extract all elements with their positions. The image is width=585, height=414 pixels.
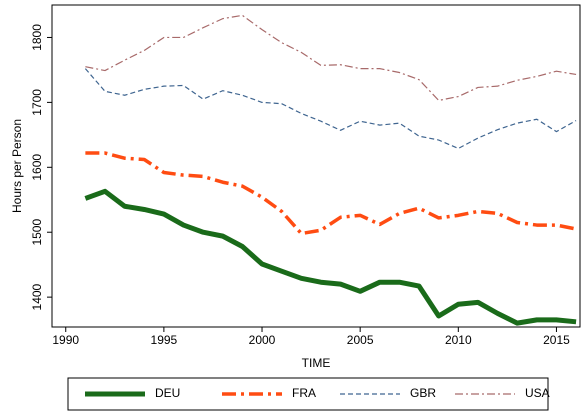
x-tick-label: 2000 (249, 333, 276, 347)
y-axis-title: Hours per Person (10, 119, 24, 213)
y-tick-label: 1600 (30, 154, 44, 181)
legend-label: DEU (155, 386, 180, 400)
plot-frame (51, 4, 581, 328)
y-tick-label: 1400 (30, 283, 44, 310)
legend-label: USA (525, 386, 550, 400)
x-tick-label: 1990 (52, 333, 79, 347)
series-line (85, 151, 577, 236)
x-tick-label: 2005 (347, 333, 374, 347)
y-tick-label: 1700 (30, 89, 44, 116)
legend-label: FRA (292, 386, 316, 400)
x-axis-title: TIME (302, 356, 331, 370)
x-tick-label: 2010 (445, 333, 472, 347)
y-tick-label: 1500 (30, 219, 44, 246)
y-tick-label: 1800 (30, 24, 44, 51)
series-line (84, 188, 577, 326)
x-tick-label: 2015 (543, 333, 570, 347)
series-line (85, 14, 577, 102)
x-tick-label: 1995 (151, 333, 178, 347)
legend-box (67, 377, 549, 411)
legend-label: GBR (410, 386, 436, 400)
